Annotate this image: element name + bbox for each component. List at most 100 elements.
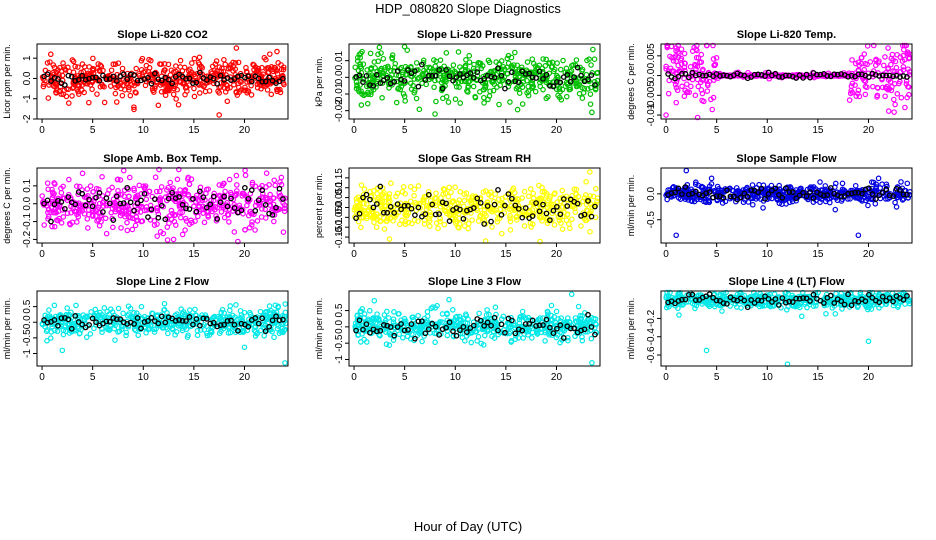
data-point [692, 62, 699, 69]
data-point [507, 215, 513, 221]
data-point [519, 308, 526, 315]
data-point [352, 75, 358, 81]
mean-point [679, 70, 685, 77]
mean-point [231, 76, 238, 82]
data-point [132, 89, 139, 95]
data-point [170, 91, 177, 98]
data-point [545, 201, 551, 208]
data-point [116, 207, 122, 213]
data-point [549, 210, 556, 217]
mean-point [100, 72, 106, 79]
mean-point [550, 83, 557, 90]
data-point [402, 98, 408, 104]
data-point [263, 170, 270, 177]
data-point [242, 226, 248, 233]
data-point [544, 204, 551, 211]
data-point [193, 199, 199, 205]
data-point [41, 222, 48, 228]
data-point [433, 98, 439, 105]
mean-point [498, 72, 505, 79]
x-tick-label: 20 [551, 125, 563, 136]
x-tick-label: 15 [188, 372, 200, 383]
data-point [179, 231, 186, 238]
data-point [89, 86, 95, 93]
data-point [440, 95, 446, 102]
data-point [567, 71, 573, 78]
data-point [76, 82, 82, 89]
mean-point [692, 72, 699, 79]
data-point [708, 175, 715, 182]
data-point [507, 218, 514, 225]
data-point [94, 91, 100, 97]
data-point [70, 69, 77, 75]
data-point [234, 92, 241, 98]
data-point [567, 68, 573, 75]
data-point [489, 224, 495, 230]
data-point [357, 63, 364, 70]
data-point [529, 56, 536, 62]
data-point [411, 186, 418, 193]
data-point [173, 96, 179, 102]
data-point [239, 193, 246, 199]
mean-point [571, 74, 578, 81]
data-point [583, 207, 590, 213]
mean-point [224, 203, 231, 210]
data-point [41, 81, 47, 87]
mean-point [533, 75, 539, 81]
mean-point [363, 72, 370, 79]
data-point [85, 225, 91, 231]
data-point [494, 218, 501, 225]
mean-point [415, 83, 422, 90]
y-tick-label: -0.5 [22, 329, 33, 347]
x-tick-label: 20 [239, 372, 251, 383]
data-point [500, 63, 507, 70]
data-point [360, 75, 366, 82]
x-tick-label: 0 [351, 249, 357, 260]
mean-point [158, 77, 165, 84]
mean-point [436, 67, 443, 73]
data-point [413, 95, 420, 102]
data-point [196, 204, 202, 210]
data-point [468, 210, 474, 216]
mean-point [453, 74, 460, 80]
data-point [590, 46, 596, 53]
mean-point [269, 212, 276, 218]
mean-point [276, 185, 283, 192]
mean-point [425, 72, 432, 79]
data-point [892, 101, 898, 108]
data-point [588, 84, 594, 91]
data-point [165, 84, 172, 90]
data-point [194, 332, 201, 339]
data-point [571, 186, 578, 193]
data-point [354, 58, 361, 64]
data-point [238, 87, 244, 93]
mean-point [113, 78, 120, 84]
mean-point [266, 74, 272, 81]
data-point [481, 94, 487, 101]
data-point [588, 335, 595, 342]
panel-title: Slope Line 4 (LT) Flow [729, 276, 845, 288]
data-point [456, 197, 463, 203]
data-point [882, 54, 888, 60]
y-tick-label: -1 [334, 355, 345, 364]
data-point [186, 181, 193, 187]
data-point [120, 167, 127, 174]
data-point [218, 209, 225, 215]
data-point [103, 200, 110, 207]
outlier-point [589, 359, 595, 366]
data-point [566, 86, 573, 93]
data-point [115, 187, 121, 194]
data-point [167, 179, 173, 186]
mean-point [214, 80, 221, 87]
data-point [272, 205, 278, 212]
data-point [855, 87, 862, 94]
data-point [174, 176, 181, 183]
data-point [464, 88, 470, 94]
data-point [681, 64, 688, 71]
data-point [78, 69, 84, 76]
data-point [469, 217, 475, 223]
mean-point [876, 73, 883, 79]
